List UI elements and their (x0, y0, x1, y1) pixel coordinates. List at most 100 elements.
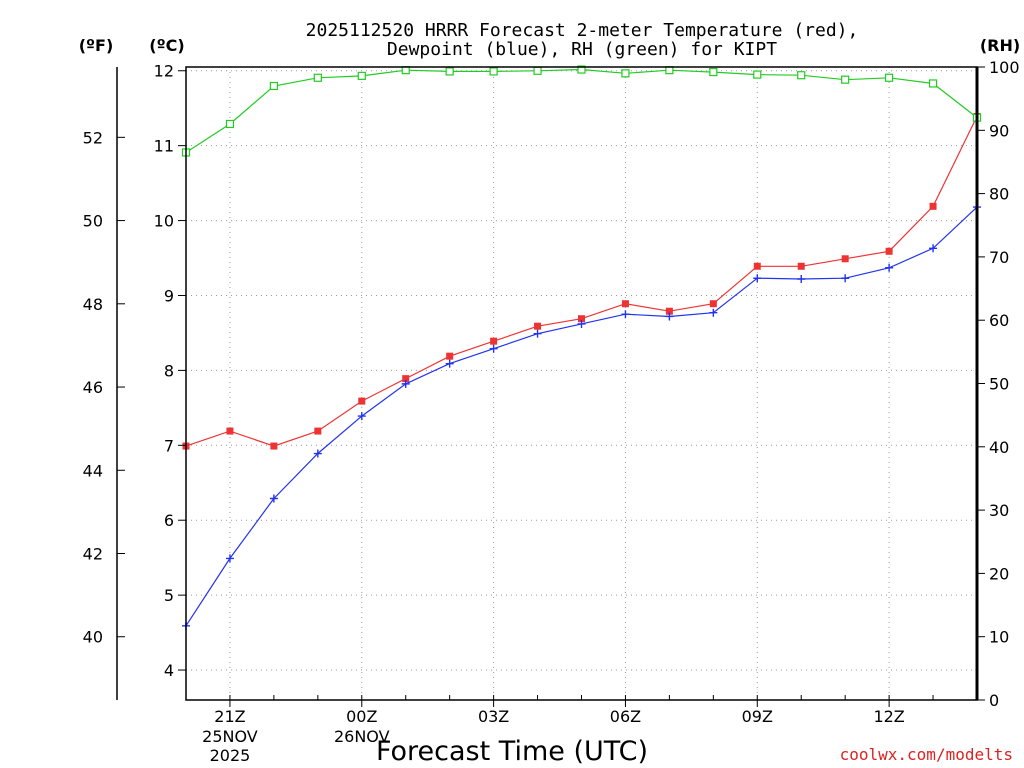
plot-frame (185, 66, 978, 701)
fahrenheit-tick-label: 40 (83, 628, 103, 647)
rh-point (841, 75, 850, 84)
rh-tick-label: 20 (989, 564, 1009, 583)
x-tick-label: 21Z (214, 707, 245, 726)
rh-tick-label: 30 (989, 501, 1009, 520)
rh-point (797, 71, 806, 80)
celsius-tick-label: 8 (164, 361, 174, 380)
dewpoint-point (269, 494, 278, 503)
celsius-tick-label: 9 (164, 286, 174, 305)
rh-point (533, 66, 542, 75)
rh-point (445, 67, 454, 76)
rh-point (621, 69, 630, 78)
x-tick-year-label: 2025 (210, 746, 251, 765)
rh-tick-label: 80 (989, 185, 1009, 204)
x-tick-label: 06Z (610, 707, 641, 726)
temperature-point (402, 375, 410, 383)
x-axis-title: Forecast Time (UTC) (376, 736, 648, 767)
celsius-tick-label: 10 (154, 212, 174, 231)
dewpoint-point (401, 379, 410, 388)
dewpoint-point (445, 359, 454, 368)
celsius-tick-label: 12 (154, 62, 174, 81)
x-tick-date-label: 26NOV (334, 727, 390, 746)
chart-title-line1: 2025112520 HRRR Forecast 2-meter Tempera… (306, 20, 859, 41)
dewpoint-point (313, 449, 322, 458)
temperature-point (490, 337, 498, 345)
rh-point (577, 65, 586, 74)
dewpoint-point (753, 274, 762, 283)
dewpoint-point (357, 412, 366, 421)
celsius-tick-label: 5 (164, 586, 174, 605)
fahrenheit-tick-label: 48 (83, 295, 103, 314)
celsius-tick-label: 4 (164, 661, 174, 680)
temperature-point (709, 300, 717, 308)
rh-line (185, 68, 978, 154)
rh-point (709, 67, 718, 77)
dewpoint-point (841, 274, 850, 283)
temperature-point (446, 352, 454, 360)
rh-tick-label: 100 (989, 58, 1020, 77)
axes: 4 5 6 7 8 9 10 11 12 40 42 44 46 48 50 52 0 10 20 30 40 50 60 7… (83, 58, 1020, 765)
dewpoint-point (885, 263, 894, 272)
temperature-point (753, 262, 761, 270)
rh-tick-label: 70 (989, 248, 1009, 267)
x-tick-date-label: 25NOV (202, 727, 258, 746)
celsius-tick-label: 6 (164, 511, 174, 530)
x-tick-label: 00Z (346, 707, 377, 726)
dewpoint-point (225, 554, 234, 563)
rh-point (225, 119, 235, 129)
rh-point (885, 73, 894, 82)
dewpoint-point (577, 319, 586, 328)
temperature-point (885, 247, 893, 255)
rh-point (269, 81, 278, 91)
rh-point (928, 79, 938, 88)
temperature-point (665, 307, 673, 315)
fahrenheit-tick-label: 50 (83, 212, 103, 231)
rh-tick-label: 60 (989, 311, 1009, 330)
rh-tick-label: 90 (989, 121, 1009, 140)
x-tick-label: 09Z (742, 707, 773, 726)
temperature-point (797, 262, 805, 270)
temperature-point (358, 397, 366, 405)
gridlines (186, 67, 977, 700)
fahrenheit-tick-label: 44 (83, 461, 103, 480)
series-layer (181, 65, 982, 630)
temperature-line (185, 116, 978, 447)
dewpoint-point (709, 308, 718, 317)
rh-tick-label: 40 (989, 438, 1009, 457)
rh-point (753, 70, 762, 79)
fahrenheit-tick-label: 42 (83, 545, 103, 564)
rh-axis-label: (RH) (980, 36, 1020, 55)
rh-point (357, 71, 366, 80)
x-tick-label: 12Z (873, 707, 904, 726)
temperature-point (226, 427, 234, 435)
fahrenheit-axis-label: (ºF) (79, 36, 114, 55)
temperature-point (929, 202, 937, 210)
rh-tick-label: 50 (989, 375, 1009, 394)
celsius-tick-label: 11 (154, 137, 174, 156)
dewpoint-point (533, 329, 542, 338)
dewpoint-point (929, 244, 938, 253)
watermark: coolwx.com/modelts (840, 745, 1013, 764)
x-tick-label: 03Z (478, 707, 509, 726)
rh-tick-label: 0 (989, 691, 999, 710)
rh-tick-label: 10 (989, 628, 1009, 647)
rh-point (313, 73, 322, 82)
dewpoint-point (797, 274, 806, 283)
dewpoint-point (621, 310, 630, 319)
dewpoint-point (665, 312, 674, 321)
temperature-point (841, 255, 849, 263)
rh-point (489, 67, 498, 76)
dewpoint-point (489, 344, 498, 353)
temperature-point (621, 300, 629, 308)
fahrenheit-tick-label: 46 (83, 378, 103, 397)
celsius-tick-label: 7 (164, 436, 174, 455)
temperature-point (314, 427, 322, 435)
temperature-point (578, 315, 585, 323)
temperature-point (534, 322, 542, 330)
fahrenheit-tick-label: 52 (83, 128, 103, 147)
dewpoint-line (185, 206, 978, 627)
chart-title-line2: Dewpoint (blue), RH (green) for KIPT (387, 39, 777, 60)
celsius-axis-label: (ºC) (149, 36, 184, 55)
temperature-point (270, 442, 278, 450)
